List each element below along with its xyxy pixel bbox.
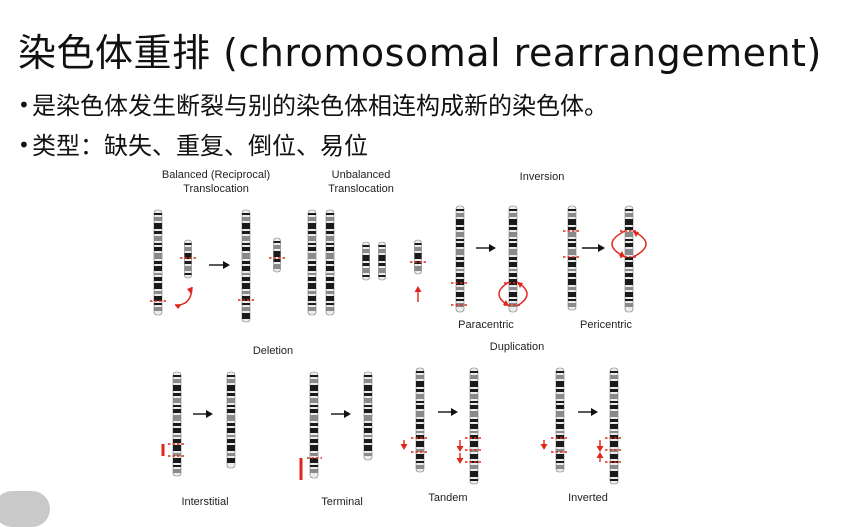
bullet-text: 类型：缺失、重复、倒位、易位 <box>32 132 368 160</box>
chromosome <box>378 241 386 281</box>
chromosome <box>609 367 619 485</box>
arrowhead-icon <box>223 261 230 269</box>
chromosome <box>469 367 479 485</box>
chromosome <box>325 209 335 316</box>
bullet-dot: • <box>18 133 30 157</box>
chromosome <box>624 205 634 313</box>
label-line: Translocation <box>328 183 394 195</box>
label-line: Translocation <box>183 183 249 195</box>
label-inversion: Inversion <box>519 171 565 183</box>
red-arrowhead-icon <box>187 287 192 294</box>
arrowhead-icon <box>591 408 598 416</box>
chromosome-rearrangement-figure <box>150 205 647 485</box>
red-arrowhead-icon <box>633 231 639 237</box>
label-inverted: Inverted <box>568 492 608 504</box>
label-tandem: Tandem <box>428 492 468 504</box>
rotate-arrow-icon <box>516 281 528 307</box>
rotate-arrow-icon <box>498 281 510 307</box>
label-balanced-translocation: Balanced (Reciprocal) Translocation <box>150 168 282 196</box>
red-arrowhead-icon <box>456 446 464 452</box>
chromosome <box>153 209 163 316</box>
chromosome <box>567 205 577 311</box>
red-arrowhead-icon <box>503 300 509 306</box>
red-arrowhead-icon <box>619 251 625 257</box>
arrowhead-icon <box>598 244 605 252</box>
chromosome <box>414 239 422 275</box>
label-terminal: Terminal <box>321 496 363 508</box>
bullet-types: •类型：缺失、重复、倒位、易位 <box>18 126 368 161</box>
arrowhead-icon <box>451 408 458 416</box>
red-arrowhead-icon <box>517 282 523 288</box>
bullet-text: 是染色体发生断裂与别的染色体相连构成新的染色体。 <box>32 92 608 120</box>
label-unbalanced-translocation: Unbalanced Translocation <box>305 168 417 196</box>
chromosome <box>309 371 319 479</box>
label-paracentric: Paracentric <box>458 319 514 331</box>
label-pericentric: Pericentric <box>580 319 632 331</box>
red-arrowhead-icon <box>456 458 464 464</box>
chromosome <box>363 371 373 461</box>
label-deletion: Deletion <box>252 345 294 357</box>
chromosome <box>172 371 182 477</box>
red-arrowhead-icon <box>596 452 604 458</box>
slide-nav-button[interactable] <box>0 491 50 527</box>
bullet-definition: •是染色体发生断裂与别的染色体相连构成新的染色体。 <box>18 86 608 121</box>
chromosome <box>362 241 370 281</box>
red-arrowhead-icon <box>540 444 548 450</box>
arrowhead-icon <box>489 244 496 252</box>
red-arrowhead-icon <box>414 286 422 292</box>
label-duplication: Duplication <box>489 341 545 353</box>
chromosome <box>273 237 281 273</box>
arrowhead-icon <box>344 410 351 418</box>
chromosome <box>226 371 236 469</box>
slide-title: 染色体重排 (chromosomal rearrangement) <box>18 31 822 75</box>
chromosome <box>184 239 192 279</box>
chromosome <box>555 367 565 473</box>
label-line: Unbalanced <box>331 169 391 181</box>
arrowhead-icon <box>206 410 213 418</box>
red-arrowhead-icon <box>400 444 408 450</box>
label-interstitial: Interstitial <box>181 496 229 508</box>
label-line: Balanced (Reciprocal) <box>161 169 271 181</box>
chromosome <box>455 205 465 313</box>
red-arrowhead-icon <box>175 304 182 309</box>
chromosome <box>415 367 425 473</box>
chromosome <box>508 205 518 313</box>
chromosome <box>307 209 317 316</box>
bullet-dot: • <box>18 93 30 117</box>
chromosome <box>241 209 251 323</box>
red-arrowhead-icon <box>596 446 604 452</box>
